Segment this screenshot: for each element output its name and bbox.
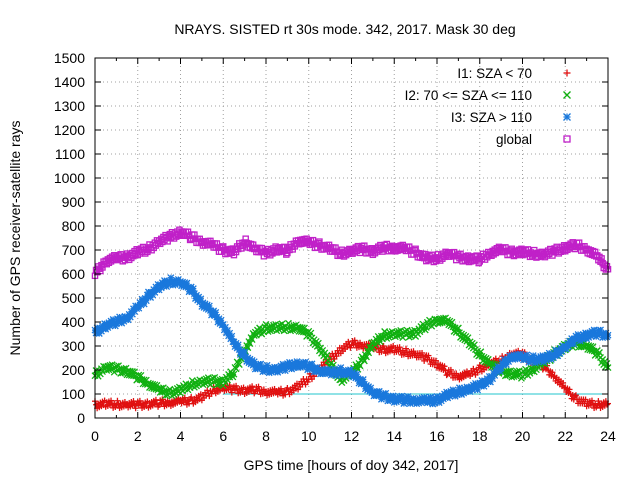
- data-point: [229, 333, 235, 339]
- data-point: [143, 298, 149, 304]
